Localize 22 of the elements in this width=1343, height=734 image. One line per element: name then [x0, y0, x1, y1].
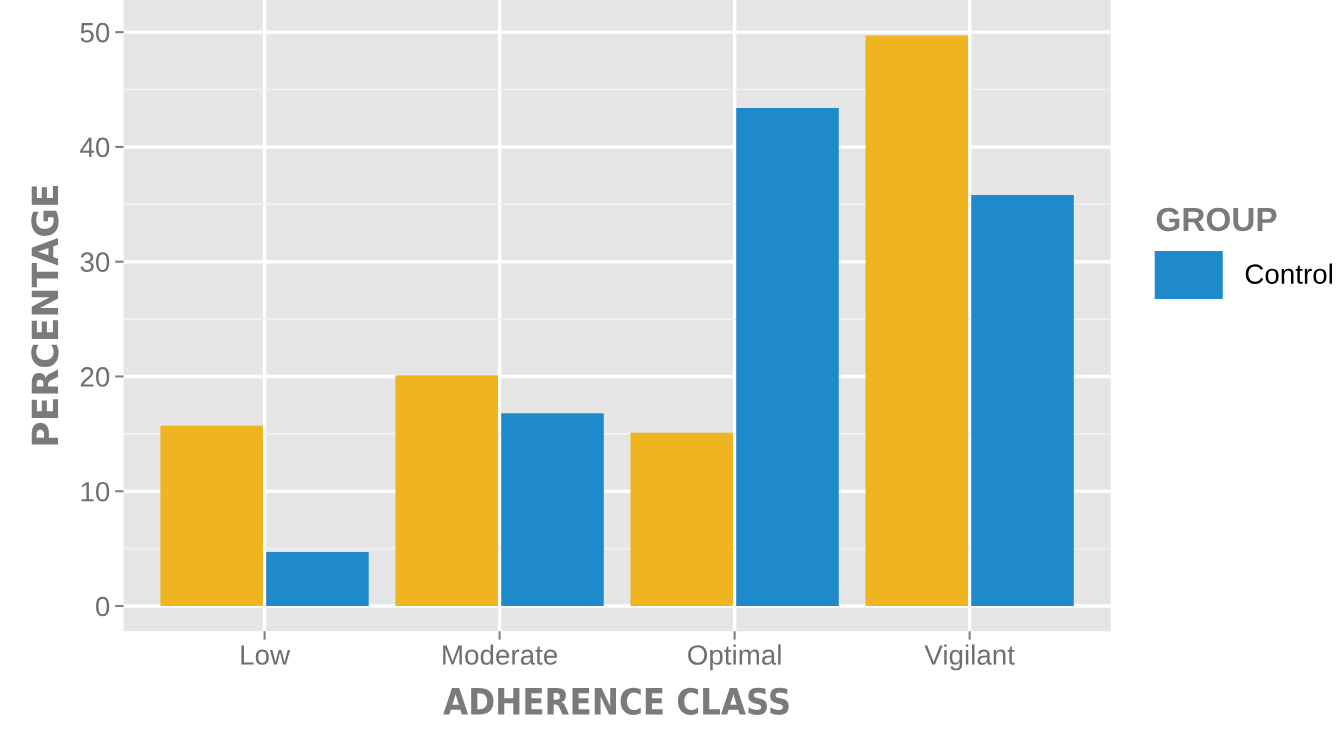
y-tick-label: 0 [96, 596, 110, 617]
y-tick-label: 10 [81, 481, 110, 502]
y-tick-label: 50 [80, 22, 110, 43]
bar [160, 425, 263, 606]
y-tick-label: 40 [80, 137, 110, 158]
legend-title: GROUP [1156, 207, 1277, 232]
x-tick-label: Moderate [443, 644, 558, 665]
y-tick-label: 30 [80, 252, 110, 273]
x-tick-label: Low [241, 645, 291, 665]
bar [736, 107, 839, 606]
x-axis-title: ADHERENCE CLASS [443, 687, 789, 715]
x-tick-label: Vigilant [924, 644, 1015, 671]
bar [865, 35, 969, 606]
bar [266, 552, 369, 606]
bar [630, 432, 734, 606]
y-tick-label: 20 [80, 367, 110, 387]
bar [501, 413, 604, 606]
bar [971, 195, 1074, 606]
x-tick-label: Optimal [688, 644, 781, 671]
legend-label: Control [1245, 263, 1332, 284]
bar [395, 375, 499, 606]
y-axis-title: PERCENTAGE [31, 186, 59, 445]
